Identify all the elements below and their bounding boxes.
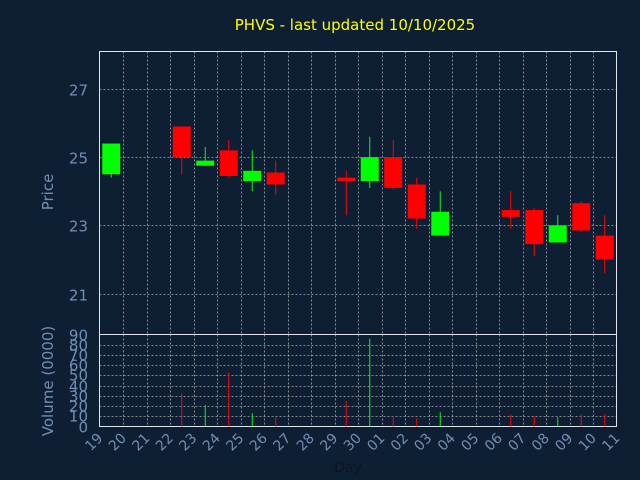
price-y-tick-label: 25 [69,150,88,168]
volume-y-tick-label: 70 [69,347,88,365]
x-tick-label: 09 [552,431,576,455]
volume-y-tick-label: 10 [69,408,88,426]
candle-body [266,172,285,185]
candle [102,143,121,178]
x-tick-label: 30 [341,431,365,455]
x-tick-label: 21 [129,431,153,455]
candle [595,215,614,274]
x-tick-label: 27 [270,431,294,455]
chart-title: PHVS - last updated 10/10/2025 [235,16,475,34]
x-tick-label: 24 [200,430,224,454]
x-tick-label: 22 [153,431,177,455]
x-tick-label: 11 [599,431,623,455]
x-axis-label: Day [334,460,362,476]
volume-plot-area [99,334,617,427]
candle-body [572,203,591,231]
x-tick-label: 08 [529,431,553,455]
candle-body [431,211,450,236]
candle-body [360,157,379,182]
volume-y-tick-label: 40 [69,378,88,396]
candle [407,177,426,229]
candle-body [219,150,238,176]
volume-y-tick-label: 0 [78,419,88,437]
volume-bar-series [181,338,606,427]
volume-y-tick-label: 50 [69,367,88,385]
candle-body [172,126,191,158]
candle-body [501,210,520,217]
x-tick-label: 26 [247,430,271,454]
x-tick-label: 23 [176,431,200,455]
volume-y-tick-label: 80 [69,337,88,355]
candle-body [595,235,614,260]
candle [196,146,215,166]
candle [266,160,285,195]
candle [337,170,356,216]
x-tick-label: 02 [388,431,412,455]
volume-y-tick-label: 60 [69,357,88,375]
x-tick-labels: 19 20 21 22 23 24 25 26 27 28 29 30 01 02 03 04 05 06 07 08… [82,430,623,454]
candle-body [548,225,567,243]
x-tick-label: 25 [223,431,247,455]
candlestick-series [102,126,614,274]
candle [360,136,379,188]
price-y-tick-label: 27 [69,82,88,100]
x-tick-label: 01 [364,431,388,455]
x-tick-label: 04 [435,430,459,454]
x-tick-label: 29 [317,431,341,455]
x-tick-label: 28 [294,431,318,455]
candle [219,140,238,178]
candle-body [407,184,426,219]
candle [384,140,403,190]
price-gridlines [99,51,617,335]
candle [548,215,567,243]
volume-gridlines [99,334,617,427]
candle [572,201,591,233]
candle-body [525,210,544,245]
x-tick-label: 20 [106,431,130,455]
candle-body [243,170,262,182]
candle-body [384,157,403,188]
price-y-tick-label: 23 [69,218,88,236]
volume-y-tick-label: 30 [69,388,88,406]
candle-body [337,177,356,182]
candle [525,208,544,257]
volume-y-tick-label: 90 [69,327,88,345]
volume-axis-label: Volume (0000) [39,326,57,436]
price-y-tick-labels: 21 23 25 27 [69,82,88,305]
price-axis-label: Price [39,174,57,211]
price-y-tick-label: 21 [69,287,88,305]
candle [501,191,520,229]
price-plot-area [99,51,617,335]
x-tick-label: 06 [482,430,506,454]
x-tick-label: 07 [505,431,529,455]
x-tick-label: 10 [576,431,600,455]
candle-body [102,143,121,175]
candle [243,150,262,192]
x-tick-label: 03 [411,431,435,455]
candle-body [196,160,215,166]
x-tick-label: 05 [458,431,482,455]
volume-y-tick-label: 20 [69,398,88,416]
candle [431,191,450,236]
candle [172,126,191,175]
